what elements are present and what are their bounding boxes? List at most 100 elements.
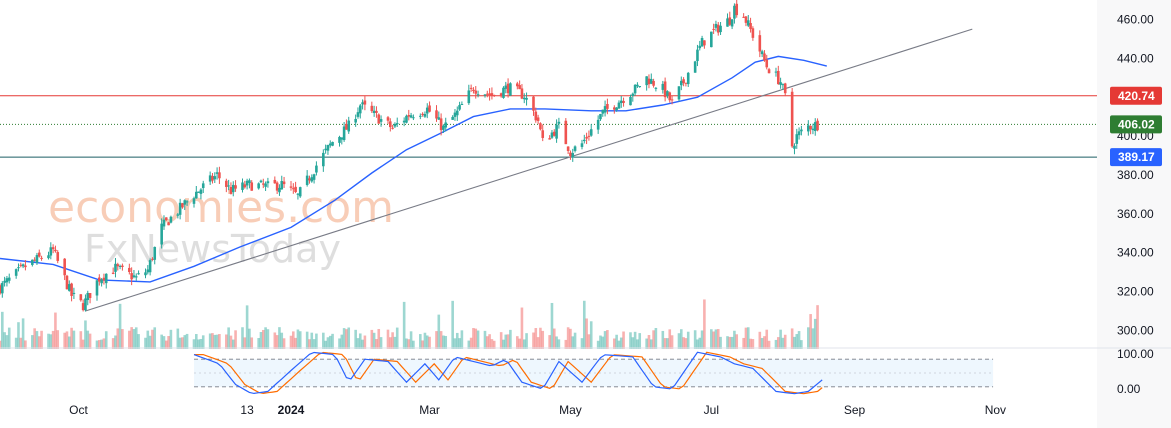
price-tick-label: 360.00 [1117,207,1154,221]
candle [292,183,295,194]
candle-body [148,260,152,273]
candle-body [795,134,799,144]
candle [132,269,136,279]
candle [40,255,43,261]
candle-body [686,72,690,85]
volume-bar [227,327,230,349]
support-badge-label: 389.17 [1118,150,1155,164]
volume-bar [435,331,438,349]
candle [809,125,812,135]
volume-bar [710,329,713,349]
candle-body [767,69,771,74]
candle-body [132,275,136,278]
volume-bar [354,329,357,349]
candle-body [536,117,540,121]
volume-bar [81,339,85,349]
candle [389,118,392,132]
volume-bar [340,334,344,349]
candle [638,85,642,88]
price-levels [0,95,1097,158]
candle-body [315,165,318,173]
candle-body [599,113,602,120]
candle-body [453,112,457,117]
candle-body [520,88,524,99]
volume-bar [218,334,221,349]
candle [116,262,120,271]
candle [509,82,512,96]
volume-bar [322,332,325,349]
candle-body [696,49,699,62]
candle-body [797,131,801,136]
volume-bar [781,337,785,349]
price-axis[interactable]: 300.00320.00340.00360.00380.00400.00420.… [1117,12,1154,337]
volume-bar [541,330,545,349]
candle-body [728,17,732,25]
watermark-line-2: FxNewsToday [84,227,341,271]
candle-body [312,174,316,180]
volume-bar [310,332,314,349]
volume-bar [666,338,669,349]
candle-body [622,100,625,103]
candle-body [266,181,270,184]
volume-bar [377,328,381,349]
volume-bar [746,327,750,349]
time-axis[interactable]: Oct 13 2024 Mar May Jul Sep Nov [69,403,1006,417]
candle [229,182,233,195]
volume-bar [181,337,184,349]
candle [492,94,496,97]
candle [760,49,764,58]
candle [522,93,526,104]
candle-body [451,116,454,120]
volume-bar [622,331,625,349]
volume-bar [266,329,270,349]
stochastic-tick-label: 100.00 [1117,347,1154,361]
candle [266,177,270,188]
candle-body [326,145,330,151]
volume-bar [793,336,796,349]
volume-bar [485,336,489,349]
candle [176,212,180,219]
candle-body [121,265,124,267]
candle [615,107,618,112]
candle [617,100,621,109]
trendline[interactable] [85,28,973,312]
candle [49,242,53,260]
volume-bar [460,330,464,349]
current-badge-label: 406.02 [1118,117,1155,131]
candle [654,86,658,92]
candle [51,244,55,254]
candle [114,257,117,278]
candle [813,118,817,136]
candle-body [603,106,607,113]
candle-body [84,298,87,311]
candle-body [582,139,586,142]
volume-bar [17,322,20,349]
volume-bar [534,328,538,349]
candle [402,117,406,127]
candle-body [439,118,443,131]
candle [3,276,6,287]
candle-body [340,137,344,140]
candle [564,118,568,145]
candle [758,30,762,58]
candle-body [566,146,570,151]
candle [684,82,688,87]
candle [345,119,348,130]
candle-body [197,191,200,193]
volume-bar [151,329,154,349]
volume-bar [686,331,690,349]
volume-bar [324,340,327,349]
time-tick-label: Sep [844,403,866,417]
candle [550,129,554,139]
candle [134,273,138,281]
volume-bar [458,338,461,349]
candle-body [587,135,591,137]
candle-body [437,117,441,120]
volume-bar [312,339,316,349]
candle-body [564,120,568,145]
volume-bar [749,338,752,349]
candle-body [183,200,187,205]
volume-bar [338,338,341,349]
